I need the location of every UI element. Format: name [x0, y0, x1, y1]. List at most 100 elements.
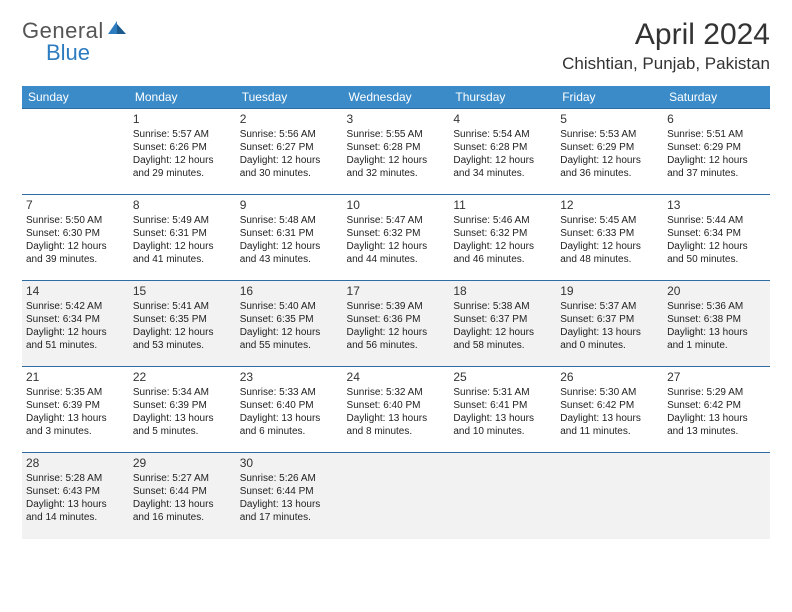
calendar-day-cell: 18Sunrise: 5:38 AMSunset: 6:37 PMDayligh…: [449, 281, 556, 367]
sunset-line: Sunset: 6:26 PM: [133, 141, 232, 154]
daylight-line-2: and 43 minutes.: [240, 253, 339, 266]
location-text: Chishtian, Punjab, Pakistan: [562, 54, 770, 74]
daylight-line-1: Daylight: 13 hours: [560, 326, 659, 339]
calendar-day-cell: 22Sunrise: 5:34 AMSunset: 6:39 PMDayligh…: [129, 367, 236, 453]
calendar-day-cell: 4Sunrise: 5:54 AMSunset: 6:28 PMDaylight…: [449, 109, 556, 195]
day-number: 23: [240, 370, 339, 384]
sunrise-line: Sunrise: 5:55 AM: [347, 128, 446, 141]
sunrise-line: Sunrise: 5:32 AM: [347, 386, 446, 399]
daylight-line-1: Daylight: 13 hours: [347, 412, 446, 425]
daylight-line-2: and 16 minutes.: [133, 511, 232, 524]
sunrise-line: Sunrise: 5:42 AM: [26, 300, 125, 313]
daylight-line-1: Daylight: 12 hours: [133, 240, 232, 253]
calendar-day-cell: 5Sunrise: 5:53 AMSunset: 6:29 PMDaylight…: [556, 109, 663, 195]
header: General April 2024 Chishtian, Punjab, Pa…: [22, 18, 770, 74]
calendar-day-cell: [343, 453, 450, 539]
daylight-line-2: and 55 minutes.: [240, 339, 339, 352]
sunset-line: Sunset: 6:30 PM: [26, 227, 125, 240]
calendar-day-cell: 23Sunrise: 5:33 AMSunset: 6:40 PMDayligh…: [236, 367, 343, 453]
calendar-day-cell: 7Sunrise: 5:50 AMSunset: 6:30 PMDaylight…: [22, 195, 129, 281]
calendar-day-cell: 6Sunrise: 5:51 AMSunset: 6:29 PMDaylight…: [663, 109, 770, 195]
daylight-line-2: and 32 minutes.: [347, 167, 446, 180]
calendar-day-cell: 30Sunrise: 5:26 AMSunset: 6:44 PMDayligh…: [236, 453, 343, 539]
daylight-line-1: Daylight: 13 hours: [133, 412, 232, 425]
sunset-line: Sunset: 6:44 PM: [240, 485, 339, 498]
sunrise-line: Sunrise: 5:57 AM: [133, 128, 232, 141]
day-number: 15: [133, 284, 232, 298]
daylight-line-1: Daylight: 12 hours: [240, 326, 339, 339]
day-number: 25: [453, 370, 552, 384]
sunset-line: Sunset: 6:29 PM: [560, 141, 659, 154]
sunset-line: Sunset: 6:41 PM: [453, 399, 552, 412]
sunset-line: Sunset: 6:40 PM: [347, 399, 446, 412]
day-number: 21: [26, 370, 125, 384]
daylight-line-1: Daylight: 13 hours: [133, 498, 232, 511]
sunset-line: Sunset: 6:43 PM: [26, 485, 125, 498]
calendar-day-cell: 12Sunrise: 5:45 AMSunset: 6:33 PMDayligh…: [556, 195, 663, 281]
sunrise-line: Sunrise: 5:56 AM: [240, 128, 339, 141]
sunrise-line: Sunrise: 5:49 AM: [133, 214, 232, 227]
day-number: 18: [453, 284, 552, 298]
sunset-line: Sunset: 6:39 PM: [133, 399, 232, 412]
day-number: 2: [240, 112, 339, 126]
daylight-line-1: Daylight: 12 hours: [453, 326, 552, 339]
calendar-day-cell: 20Sunrise: 5:36 AMSunset: 6:38 PMDayligh…: [663, 281, 770, 367]
daylight-line-2: and 36 minutes.: [560, 167, 659, 180]
daylight-line-2: and 44 minutes.: [347, 253, 446, 266]
logo-text-2: Blue: [46, 40, 90, 65]
calendar-day-cell: 24Sunrise: 5:32 AMSunset: 6:40 PMDayligh…: [343, 367, 450, 453]
day-number: 5: [560, 112, 659, 126]
sunrise-line: Sunrise: 5:26 AM: [240, 472, 339, 485]
logo-text-2-wrap: Blue: [46, 40, 90, 66]
daylight-line-1: Daylight: 12 hours: [347, 240, 446, 253]
calendar-day-cell: [22, 109, 129, 195]
sunset-line: Sunset: 6:27 PM: [240, 141, 339, 154]
calendar-week-row: 28Sunrise: 5:28 AMSunset: 6:43 PMDayligh…: [22, 453, 770, 539]
day-number: 29: [133, 456, 232, 470]
calendar-day-cell: [449, 453, 556, 539]
daylight-line-2: and 29 minutes.: [133, 167, 232, 180]
sunset-line: Sunset: 6:31 PM: [240, 227, 339, 240]
day-number: 22: [133, 370, 232, 384]
calendar-day-cell: 15Sunrise: 5:41 AMSunset: 6:35 PMDayligh…: [129, 281, 236, 367]
calendar-day-cell: 26Sunrise: 5:30 AMSunset: 6:42 PMDayligh…: [556, 367, 663, 453]
daylight-line-2: and 6 minutes.: [240, 425, 339, 438]
daylight-line-2: and 14 minutes.: [26, 511, 125, 524]
logo-sail-icon: [106, 17, 128, 43]
daylight-line-1: Daylight: 12 hours: [26, 240, 125, 253]
daylight-line-2: and 51 minutes.: [26, 339, 125, 352]
day-number: 8: [133, 198, 232, 212]
calendar-week-row: 1Sunrise: 5:57 AMSunset: 6:26 PMDaylight…: [22, 109, 770, 195]
calendar-day-cell: 13Sunrise: 5:44 AMSunset: 6:34 PMDayligh…: [663, 195, 770, 281]
daylight-line-1: Daylight: 12 hours: [667, 154, 766, 167]
calendar-day-cell: [663, 453, 770, 539]
sunrise-line: Sunrise: 5:39 AM: [347, 300, 446, 313]
daylight-line-2: and 37 minutes.: [667, 167, 766, 180]
day-number: 1: [133, 112, 232, 126]
day-number: 27: [667, 370, 766, 384]
sunrise-line: Sunrise: 5:41 AM: [133, 300, 232, 313]
sunrise-line: Sunrise: 5:44 AM: [667, 214, 766, 227]
sunrise-line: Sunrise: 5:27 AM: [133, 472, 232, 485]
calendar-day-cell: 17Sunrise: 5:39 AMSunset: 6:36 PMDayligh…: [343, 281, 450, 367]
day-number: 16: [240, 284, 339, 298]
day-number: 30: [240, 456, 339, 470]
daylight-line-2: and 48 minutes.: [560, 253, 659, 266]
daylight-line-1: Daylight: 13 hours: [26, 412, 125, 425]
daylight-line-1: Daylight: 12 hours: [560, 240, 659, 253]
calendar-day-cell: 14Sunrise: 5:42 AMSunset: 6:34 PMDayligh…: [22, 281, 129, 367]
day-number: 3: [347, 112, 446, 126]
sunset-line: Sunset: 6:29 PM: [667, 141, 766, 154]
sunset-line: Sunset: 6:42 PM: [667, 399, 766, 412]
calendar-day-cell: 8Sunrise: 5:49 AMSunset: 6:31 PMDaylight…: [129, 195, 236, 281]
day-header: Saturday: [663, 86, 770, 109]
sunset-line: Sunset: 6:42 PM: [560, 399, 659, 412]
daylight-line-2: and 34 minutes.: [453, 167, 552, 180]
daylight-line-2: and 11 minutes.: [560, 425, 659, 438]
calendar-day-cell: 27Sunrise: 5:29 AMSunset: 6:42 PMDayligh…: [663, 367, 770, 453]
daylight-line-1: Daylight: 12 hours: [133, 154, 232, 167]
sunrise-line: Sunrise: 5:30 AM: [560, 386, 659, 399]
sunrise-line: Sunrise: 5:40 AM: [240, 300, 339, 313]
day-number: 13: [667, 198, 766, 212]
calendar-day-cell: 3Sunrise: 5:55 AMSunset: 6:28 PMDaylight…: [343, 109, 450, 195]
